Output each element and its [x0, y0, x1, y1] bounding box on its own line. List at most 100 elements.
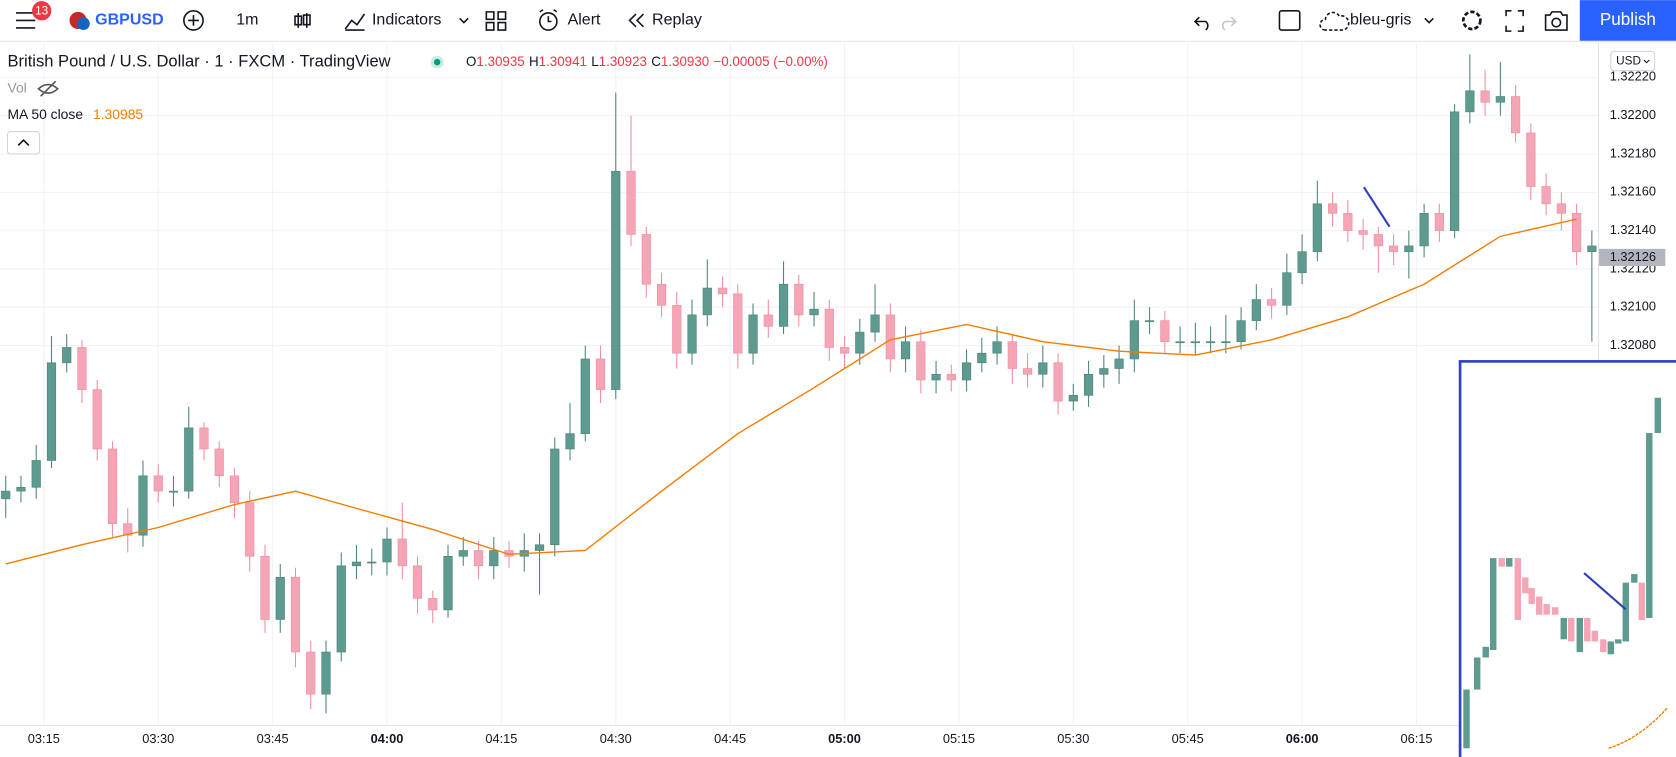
x-tick-label: 05:45 — [1172, 731, 1204, 746]
camera-icon[interactable] — [1544, 11, 1568, 31]
candle-body — [809, 308, 819, 316]
candle-body — [1236, 320, 1246, 343]
indicators-button[interactable]: Indicators — [344, 11, 469, 31]
x-tick-label: 05:30 — [1057, 731, 1089, 746]
last-price-box — [1599, 248, 1666, 266]
x-tick-label: 04:30 — [600, 731, 632, 746]
candle-body — [702, 287, 712, 316]
candle-body — [1526, 132, 1536, 187]
redo-icon[interactable] — [1222, 16, 1237, 31]
menu-icon — [16, 12, 36, 29]
inset-candle — [1473, 657, 1481, 690]
inset-candle — [1591, 630, 1598, 642]
x-tick-label: 04:45 — [714, 731, 746, 746]
o-label: O — [466, 54, 476, 69]
inset-ma — [1608, 707, 1668, 749]
candle-body — [550, 448, 560, 546]
replay-button[interactable]: Replay — [628, 11, 702, 29]
interval[interactable]: 1m — [236, 11, 258, 29]
candle-body — [855, 331, 865, 354]
candle-body — [1099, 368, 1109, 375]
inset-candle — [1528, 588, 1535, 605]
candle-body — [138, 475, 148, 536]
x-tick-label: 04:15 — [485, 731, 517, 746]
ma-label: MA 50 close — [7, 106, 83, 122]
candle-body — [748, 314, 758, 354]
ma-value: 1.30985 — [93, 106, 143, 122]
collapse-button[interactable] — [6, 131, 41, 155]
candle-body — [367, 561, 377, 564]
candle-body — [1251, 299, 1261, 321]
candle-body — [458, 550, 468, 557]
candle-body — [1556, 203, 1566, 214]
x-tick-label: 05:00 — [828, 731, 861, 746]
trend-line-drawing — [1362, 186, 1391, 228]
vol-label: Vol — [7, 80, 26, 96]
candle-body — [77, 347, 87, 390]
inset-candle — [1584, 617, 1591, 642]
candle-body — [199, 427, 209, 450]
candle-body — [1297, 251, 1307, 274]
candle-body — [916, 341, 926, 381]
x-tick-label: 03:15 — [28, 731, 60, 746]
inset-candle — [1568, 617, 1575, 642]
inset-candle — [1560, 617, 1567, 640]
inset-candle — [1615, 639, 1622, 644]
replay: Replay — [652, 11, 702, 29]
chart-type-icon[interactable] — [294, 12, 311, 28]
candle-body — [1175, 341, 1185, 344]
candle-body — [824, 308, 834, 348]
zoom-inset — [1458, 360, 1676, 757]
candle-body — [275, 576, 285, 620]
symbol-button[interactable]: GBPUSD — [69, 11, 164, 31]
candle-body — [1419, 213, 1429, 247]
candle-body — [931, 373, 941, 381]
indicators: Indicators — [372, 11, 441, 29]
y-tick-label: 1.32180 — [1610, 145, 1656, 160]
candle-body — [351, 561, 362, 567]
candle-body — [107, 448, 118, 525]
candle-body — [1328, 203, 1338, 214]
chevron — [459, 17, 469, 24]
candle-body — [656, 283, 667, 306]
layout-button[interactable]: bleu-gris — [1319, 11, 1434, 31]
publish-button[interactable]: Publish — [1579, 0, 1676, 41]
candle-body — [611, 170, 621, 390]
symbol-title: British Pound / U.S. Dollar · 1 · FXCM ·… — [7, 51, 390, 70]
x-tick-label: 03:45 — [257, 731, 289, 746]
inset-candle — [1631, 574, 1638, 583]
candle-body — [1266, 299, 1277, 306]
inset-candle — [1514, 558, 1522, 621]
candle-body — [16, 486, 26, 492]
candle-body — [31, 460, 41, 488]
fullscreen-icon[interactable] — [1505, 10, 1524, 32]
currency-chevron — [1643, 59, 1650, 64]
o-value: 1.30935 — [476, 54, 524, 69]
settings-icon[interactable] — [1461, 10, 1482, 31]
candle-body — [290, 576, 301, 653]
rect-icon[interactable] — [1278, 10, 1301, 31]
candle-body — [961, 362, 972, 381]
candle-body — [794, 283, 804, 316]
candle-body — [1480, 90, 1490, 103]
candle-body — [336, 565, 346, 653]
layouts-icon[interactable] — [485, 11, 507, 31]
chevron — [1424, 17, 1434, 24]
currency-button[interactable] — [1610, 50, 1656, 72]
candle-body — [306, 651, 316, 695]
candle-body — [1465, 90, 1475, 113]
alert-button[interactable]: Alert — [538, 9, 601, 31]
menu-button[interactable]: 13 — [16, 1, 52, 29]
last-price-label: 1.32126 — [1610, 249, 1656, 264]
candle-body — [153, 475, 163, 492]
candle-body — [1404, 245, 1414, 252]
compare-button[interactable] — [183, 10, 204, 31]
candle-body — [1053, 362, 1063, 402]
hidden-icon[interactable] — [37, 80, 59, 97]
candle-body — [397, 538, 407, 567]
publish-bg — [1579, 0, 1676, 41]
chart-area: 1.32220 1.32200 1.32180 1.32160 1.32140 1.321… — [0, 42, 1676, 757]
change: −0.00005 (−0.00%) — [713, 54, 827, 69]
l-label: L — [591, 54, 598, 69]
undo-icon[interactable] — [1193, 16, 1209, 31]
